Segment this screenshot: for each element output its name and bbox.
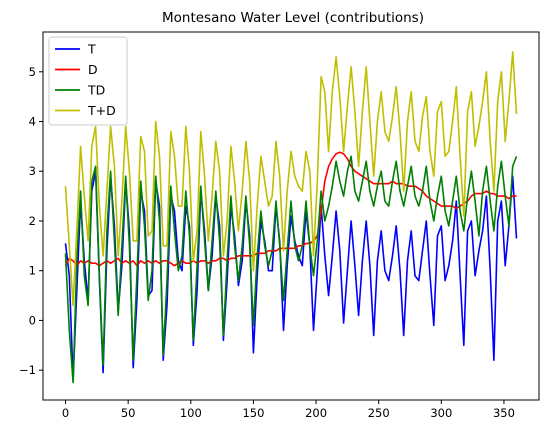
y-tick-label: 5: [29, 65, 36, 79]
y-tick-label: −1: [19, 363, 36, 377]
legend-label: TD: [87, 83, 105, 98]
series-line-t-d: [64, 51, 518, 307]
x-tick-label: 50: [121, 406, 136, 420]
series-line-d: [64, 151, 517, 267]
legend-box: [48, 36, 128, 126]
x-tick-label: 0: [62, 406, 69, 420]
y-tick-label: 3: [29, 164, 36, 178]
x-tick-label: 350: [493, 406, 515, 420]
x-tick-label: 300: [430, 406, 452, 420]
y-tick-label: 4: [29, 115, 36, 129]
legend-label: T: [87, 42, 96, 57]
legend-label: D: [88, 62, 98, 77]
x-tick-label: 150: [242, 406, 264, 420]
x-tick-label: 200: [305, 406, 327, 420]
x-tick-label: 250: [368, 406, 390, 420]
x-axis: 0 50 100 150 200 250 300 350: [62, 400, 515, 420]
chart-title: Montesano Water Level (contributions): [162, 10, 424, 26]
y-tick-label: 0: [29, 313, 36, 327]
plot-area: [64, 51, 518, 384]
series-line-td: [64, 155, 518, 384]
y-axis: −1 0 1 2 3 4 5: [19, 65, 43, 377]
plot-frame: [42, 31, 540, 401]
y-tick-label: 2: [29, 214, 36, 228]
legend: TD TD T+D: [48, 36, 128, 126]
x-tick-label: 100: [180, 406, 202, 420]
legend-label: T+D: [87, 103, 116, 118]
y-tick-label: 1: [29, 264, 36, 278]
